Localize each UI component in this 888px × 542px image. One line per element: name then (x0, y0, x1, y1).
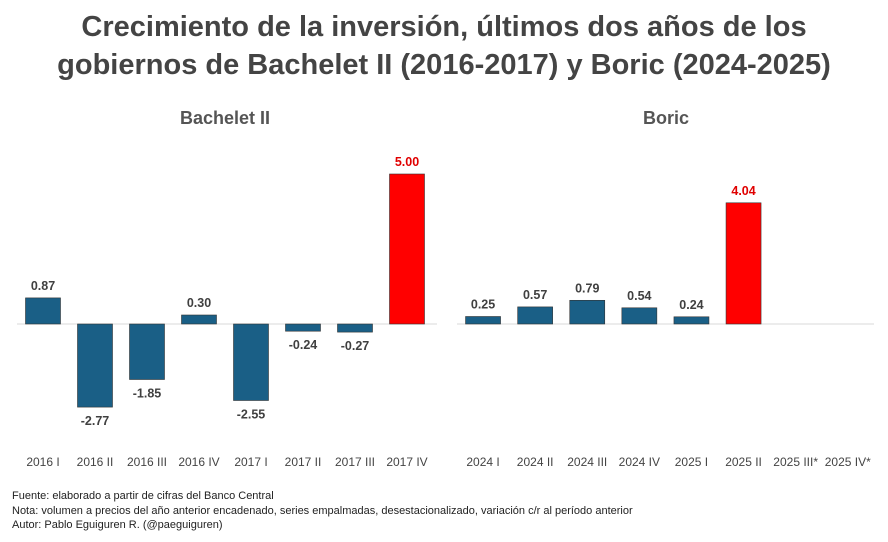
bar (77, 323, 113, 408)
data-label: -0.24 (289, 338, 318, 352)
data-label: 0.24 (679, 298, 703, 312)
data-label: 5.00 (395, 155, 419, 169)
category-label: 2017 II (285, 455, 322, 469)
data-label: 0.30 (187, 296, 211, 310)
bar (517, 306, 553, 325)
bar (285, 323, 321, 332)
category-label: 2016 III (127, 455, 167, 469)
category-label: 2016 II (77, 455, 114, 469)
bar (673, 316, 710, 325)
data-label: 0.87 (31, 279, 55, 293)
category-label: 2017 IV (386, 455, 427, 469)
category-label: 2024 IV (619, 455, 660, 469)
bar (569, 299, 606, 325)
bar (337, 323, 373, 333)
bar (465, 316, 501, 325)
category-label: 2024 III (567, 455, 607, 469)
bar (725, 202, 762, 325)
category-label: 2024 I (466, 455, 499, 469)
bar (389, 173, 425, 325)
bar (25, 297, 61, 325)
category-label: 2025 III* (773, 455, 818, 469)
panel-title-bachelet: Bachelet II (179, 108, 271, 128)
bar (129, 323, 165, 380)
footnotes: Fuente: elaborado a partir de cifras del… (12, 489, 633, 533)
chart-title: Crecimiento de la inversión, últimos dos… (0, 8, 888, 84)
category-label: 2016 IV (178, 455, 219, 469)
source-note: Fuente: elaborado a partir de cifras del… (12, 490, 274, 502)
panel-title-boric: Boric (642, 108, 689, 128)
data-label: 0.54 (627, 289, 651, 303)
data-label: -0.27 (341, 339, 370, 353)
category-label: 2017 I (234, 455, 267, 469)
category-label: 2024 II (517, 455, 554, 469)
method-note: Nota: volumen a precios del año anterior… (12, 504, 633, 517)
category-label: 2025 IV* (825, 455, 871, 469)
title-line-1: Crecimiento de la inversión, últimos dos… (81, 11, 807, 43)
bar (233, 323, 269, 401)
author-note: Autor: Pablo Eguiguren R. (@paeguiguren) (12, 519, 223, 531)
title-line-2: gobiernos de Bachelet II (2016-2017) y B… (57, 49, 831, 81)
data-label: -2.77 (81, 414, 110, 428)
data-label: 0.25 (471, 298, 495, 312)
data-label: 0.79 (575, 281, 599, 295)
bar (181, 314, 217, 325)
category-label: 2025 I (675, 455, 708, 469)
data-label: 0.57 (523, 288, 547, 302)
bar (621, 307, 658, 325)
data-label: -2.55 (237, 408, 266, 422)
category-label: 2017 III (335, 455, 375, 469)
data-label: -1.85 (133, 387, 162, 401)
category-label: 2025 II (725, 455, 762, 469)
data-label: 4.04 (731, 184, 755, 198)
category-label: 2016 I (26, 455, 59, 469)
